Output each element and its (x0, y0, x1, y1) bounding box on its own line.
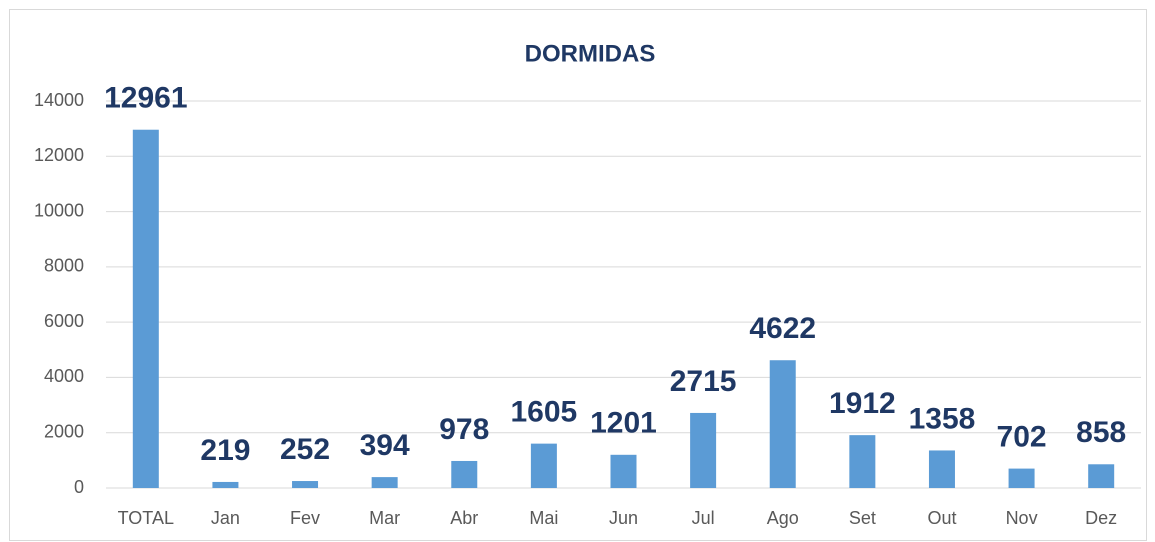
bar (292, 481, 319, 488)
data-label: 702 (997, 421, 1047, 454)
x-tick-label: Jan (211, 508, 240, 528)
data-label: 252 (280, 433, 330, 466)
x-tick-label: Jul (692, 508, 715, 528)
bar (690, 412, 717, 488)
y-tick-label: 10000 (34, 200, 84, 220)
x-tick-label: Mar (369, 508, 400, 528)
x-tick-label: Jun (609, 508, 638, 528)
x-tick-label: Out (927, 508, 956, 528)
chart-frame (9, 9, 1147, 541)
data-label: 2715 (670, 365, 737, 398)
y-tick-label: 8000 (44, 256, 84, 276)
y-tick-label: 6000 (44, 311, 84, 331)
data-label: 978 (439, 413, 489, 446)
x-tick-label: Nov (1006, 508, 1038, 528)
x-tick-label: Ago (767, 508, 799, 528)
bar (132, 129, 159, 488)
y-tick-label: 12000 (34, 145, 84, 165)
bar (769, 360, 796, 488)
bar (610, 454, 637, 488)
data-label: 1605 (511, 396, 578, 429)
x-tick-label: Fev (290, 508, 320, 528)
y-tick-label: 4000 (44, 366, 84, 386)
data-label: 394 (360, 429, 410, 462)
bar (1088, 464, 1115, 488)
bar (1008, 468, 1035, 488)
y-tick-label: 14000 (34, 90, 84, 110)
data-label: 4622 (749, 312, 816, 345)
bar (849, 435, 876, 488)
data-label: 12961 (104, 82, 187, 115)
data-label: 1912 (829, 387, 896, 420)
data-label: 1201 (590, 407, 657, 440)
data-label: 858 (1076, 416, 1126, 449)
bar (212, 481, 239, 488)
data-label: 1358 (909, 402, 976, 435)
x-tick-label: TOTAL (118, 508, 174, 528)
x-tick-label: Set (849, 508, 876, 528)
y-tick-label: 0 (74, 477, 84, 497)
x-tick-label: Dez (1085, 508, 1117, 528)
bar (530, 443, 557, 488)
bar (371, 477, 398, 488)
data-label: 219 (200, 434, 250, 467)
x-tick-label: Mai (529, 508, 558, 528)
chart-title: DORMIDAS (525, 40, 656, 67)
bar (451, 460, 478, 488)
x-tick-label: Abr (450, 508, 478, 528)
y-tick-label: 2000 (44, 421, 84, 441)
bar (928, 450, 955, 488)
